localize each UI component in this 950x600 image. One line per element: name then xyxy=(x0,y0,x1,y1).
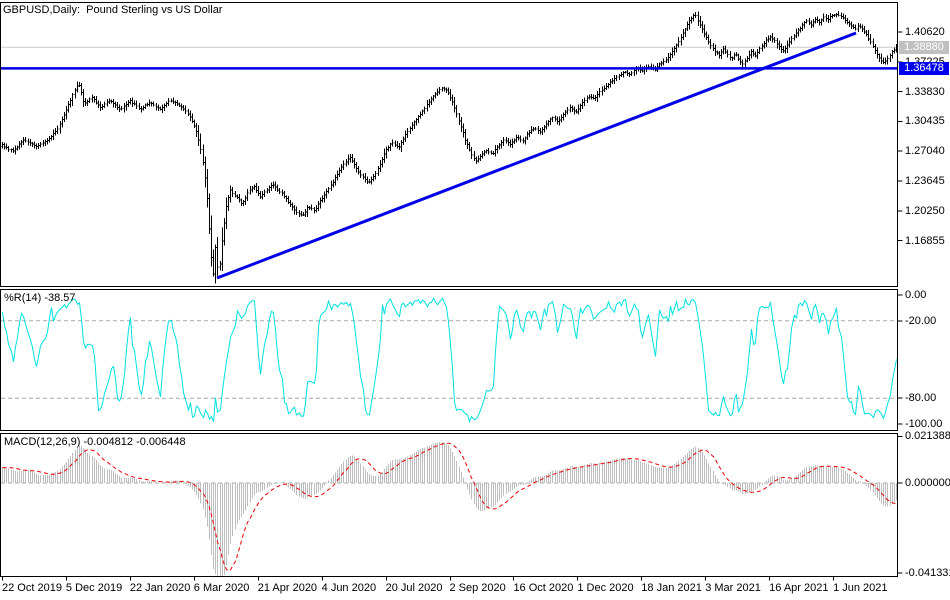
date-tick-label: 3 Mar 2021 xyxy=(705,582,761,594)
wpr-panel[interactable] xyxy=(1,290,897,430)
price-tick-label: 1.33830 xyxy=(905,85,945,98)
date-tick-label: 16 Oct 2020 xyxy=(513,582,574,594)
wpr-indicator-label: %R(14) -38.57 xyxy=(4,292,76,304)
date-tick-label: 22 Jan 2020 xyxy=(129,582,191,594)
axis-ticks xyxy=(2,31,903,581)
wpr-tick-label: -100.00 xyxy=(905,418,943,430)
price-tick-label: 1.30435 xyxy=(905,115,945,128)
date-tick-label: 1 Jun 2021 xyxy=(833,582,888,594)
current-price-badge: 1.38880 xyxy=(899,40,949,54)
price-tick-label: 1.20250 xyxy=(905,204,945,217)
wpr-tick-label: -20.00 xyxy=(905,314,937,327)
macd-signal-line xyxy=(2,442,897,572)
macd-tick-label: -0.041331 xyxy=(905,567,950,580)
trend-line[interactable] xyxy=(216,31,857,280)
price-tick-label: 1.27040 xyxy=(905,145,945,158)
price-tick-label: 1.40620 xyxy=(905,26,945,38)
macd-tick-label: 0.021388 xyxy=(905,430,950,443)
date-tick-label: 16 Apr 2021 xyxy=(769,582,829,594)
macd-indicator-label: MACD(12,26,9) -0.004812 -0.006448 xyxy=(4,436,186,448)
macd-tick-label: 0.000000 xyxy=(905,477,950,489)
date-tick-label: 18 Jan 2021 xyxy=(641,582,702,594)
wpr-tick-label: 0.00 xyxy=(905,289,927,301)
wpr-line xyxy=(2,297,897,424)
wpr-tick-label: -80.00 xyxy=(905,392,937,405)
date-tick-label: 6 Mar 2020 xyxy=(193,582,250,594)
date-tick-label: 2 Sep 2020 xyxy=(449,582,506,594)
date-tick-label: 1 Dec 2020 xyxy=(577,582,634,594)
date-tick-label: 4 Jun 2020 xyxy=(321,582,377,594)
date-tick-label: 5 Dec 2019 xyxy=(65,582,123,594)
wpr-level-lines xyxy=(1,320,897,399)
chart-title: GBPUSD,Daily: Pound Sterling vs US Dolla… xyxy=(3,4,223,16)
price-panel[interactable] xyxy=(1,3,897,286)
date-tick-label: 20 Jul 2020 xyxy=(385,582,443,594)
level-price-badge: 1.36478 xyxy=(899,61,949,75)
price-tick-label: 1.23645 xyxy=(905,175,945,187)
price-tick-label: 1.16855 xyxy=(905,234,945,247)
price-bars xyxy=(1,11,897,284)
date-tick-label: 21 Apr 2020 xyxy=(257,582,318,594)
macd-panel[interactable] xyxy=(1,434,897,576)
date-tick-label: 22 Oct 2019 xyxy=(2,582,62,594)
